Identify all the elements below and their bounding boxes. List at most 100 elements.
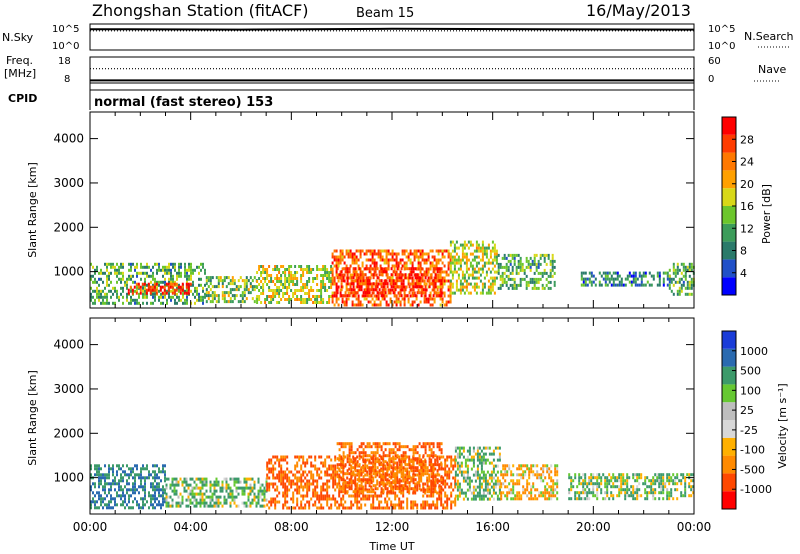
heatmap-cell — [344, 500, 347, 504]
heatmap-cell — [353, 303, 356, 307]
heatmap-cell — [280, 455, 283, 459]
heatmap-cell — [359, 249, 362, 253]
heatmap-cell — [324, 482, 327, 486]
heatmap-cell — [379, 303, 382, 307]
heatmap-cell — [487, 285, 490, 289]
heatmap-cell — [314, 485, 317, 489]
heatmap-cell — [449, 252, 452, 256]
heatmap-cell — [357, 303, 360, 307]
heatmap-cell — [345, 303, 348, 307]
heatmap-cell — [185, 285, 188, 289]
heatmap-cell — [480, 485, 483, 489]
heatmap-cell — [400, 276, 403, 280]
heatmap-cell — [130, 262, 132, 266]
heatmap-cell — [144, 277, 146, 281]
heatmap-cell — [370, 451, 373, 455]
heatmap-cell — [461, 273, 464, 277]
heatmap-cell — [372, 500, 375, 504]
heatmap-cell — [376, 460, 379, 464]
heatmap-cell — [590, 274, 593, 278]
heatmap-cell — [286, 455, 289, 459]
colorbar-segment — [722, 206, 736, 224]
heatmap-cell — [423, 258, 426, 262]
heatmap-cell — [414, 457, 417, 461]
heatmap-cell — [310, 470, 313, 474]
heatmap-cell — [416, 285, 419, 289]
heatmap-cell — [512, 464, 515, 468]
heatmap-cell — [472, 446, 475, 450]
heatmap-cell — [180, 298, 182, 302]
heatmap-cell — [422, 454, 425, 458]
heatmap-cell — [458, 491, 461, 495]
heatmap-cell — [547, 253, 550, 257]
heatmap-cell — [546, 467, 549, 471]
heatmap-cell — [420, 288, 423, 292]
heatmap-cell — [509, 283, 512, 287]
heatmap-cell — [360, 285, 363, 289]
heatmap-cell — [182, 301, 184, 305]
heatmap-cell — [350, 506, 353, 510]
heatmap-cell — [542, 473, 545, 477]
heatmap-cell — [278, 286, 281, 289]
heatmap-cell — [400, 503, 403, 507]
heatmap-cell — [433, 255, 436, 259]
heatmap-cell — [370, 479, 373, 483]
heatmap-cell — [440, 478, 443, 482]
heatmap-cell — [377, 297, 380, 301]
heatmap-cell — [203, 498, 206, 502]
heatmap-cell — [632, 271, 635, 275]
heatmap-cell — [215, 480, 218, 484]
heatmap-cell — [382, 442, 385, 446]
heatmap-cell — [592, 280, 595, 284]
heatmap-cell — [176, 301, 178, 305]
heatmap-cell — [144, 467, 146, 471]
nsky-tick-top: 10^5 — [52, 24, 79, 35]
heatmap-cell — [404, 276, 407, 280]
heatmap-cell — [294, 277, 297, 280]
heatmap-cell — [426, 481, 429, 485]
heatmap-cell — [239, 486, 242, 490]
heatmap-cell — [392, 457, 395, 461]
heatmap-cell — [556, 497, 559, 501]
heatmap-cell — [398, 463, 401, 467]
heatmap-cell — [404, 469, 407, 473]
heatmap-cell — [263, 492, 266, 496]
heatmap-cell — [497, 262, 500, 266]
heatmap-cell — [229, 477, 232, 481]
heatmap-cell — [322, 268, 325, 271]
heatmap-cell — [608, 280, 611, 284]
heatmap-cell — [472, 449, 475, 453]
heatmap-cell — [546, 470, 549, 474]
heatmap-cell — [498, 455, 501, 459]
heatmap-cell — [183, 291, 186, 295]
heatmap-cell — [193, 504, 196, 508]
heatmap-cell — [337, 261, 340, 265]
heatmap-cell — [368, 497, 371, 501]
heatmap-cell — [148, 491, 150, 495]
heatmap-cell — [386, 503, 389, 507]
heatmap-cell — [423, 261, 426, 265]
heatmap-cell — [284, 280, 287, 283]
heatmap-cell — [386, 276, 389, 280]
heatmap-cell — [594, 277, 597, 281]
heatmap-cell — [188, 268, 190, 272]
heatmap-cell — [384, 267, 387, 271]
heatmap-cell — [408, 276, 411, 280]
heatmap-cell — [124, 283, 126, 287]
heatmap-cell — [359, 255, 362, 259]
heatmap-cell — [444, 506, 447, 510]
heatmap-cell — [158, 295, 160, 299]
heatmap-cell — [308, 470, 311, 474]
heatmap-cell — [501, 265, 504, 269]
heatmap-cell — [251, 297, 254, 301]
heatmap-cell — [520, 464, 523, 468]
heatmap-cell — [434, 506, 437, 510]
heatmap-cell — [428, 490, 431, 494]
heatmap-cell — [129, 285, 132, 289]
heatmap-cell — [380, 506, 383, 510]
heatmap-cell — [542, 470, 545, 474]
heatmap-cell — [432, 484, 435, 488]
heatmap-cell — [318, 289, 321, 292]
heatmap-cell — [280, 482, 283, 486]
heatmap-cell — [417, 303, 420, 307]
